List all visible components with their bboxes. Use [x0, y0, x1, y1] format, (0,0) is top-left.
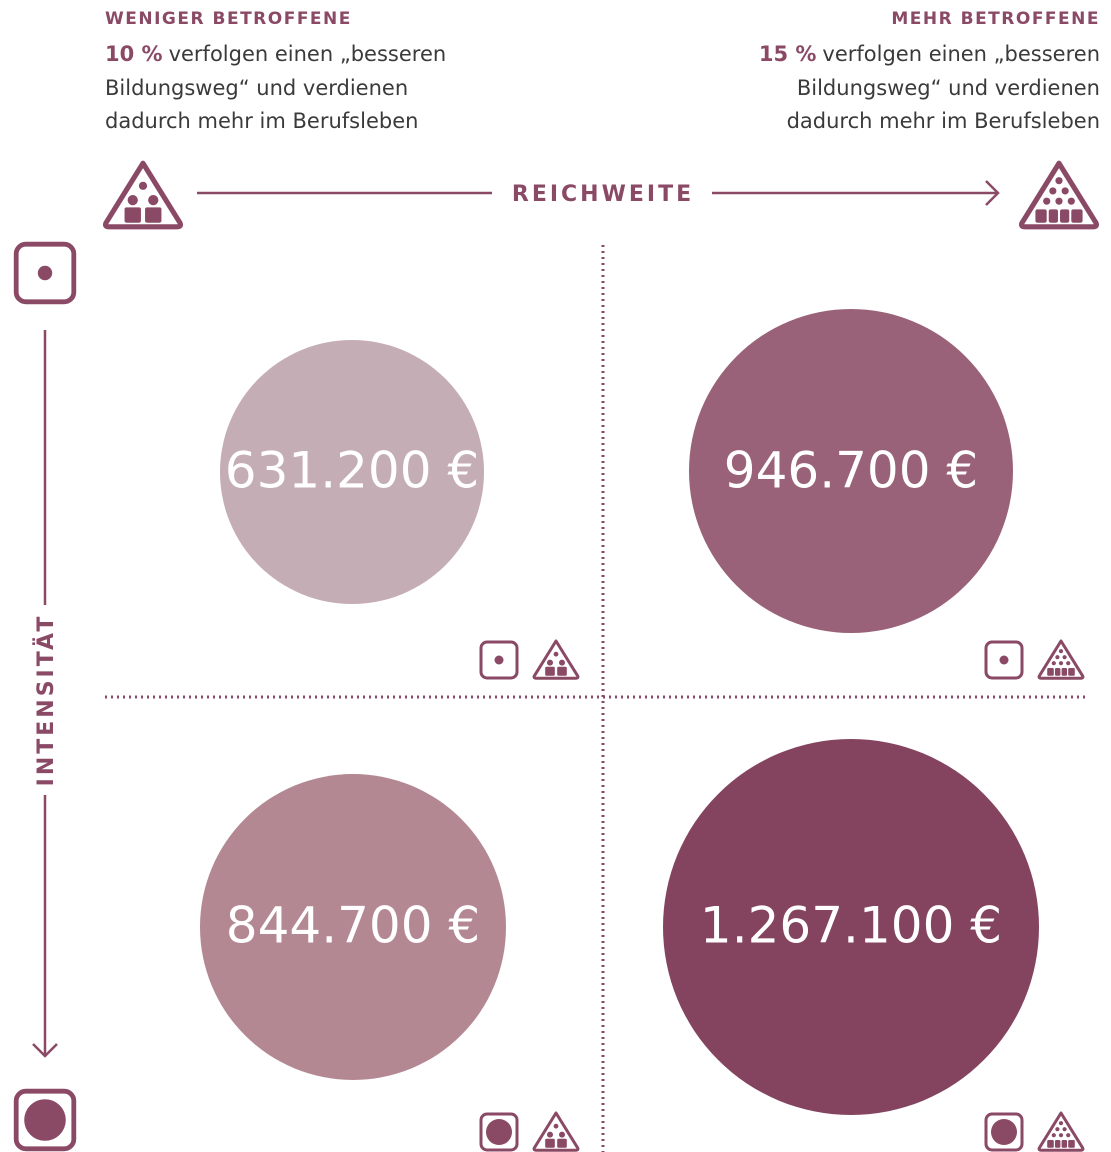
header-title: MEHR BETROFFENE: [891, 9, 1100, 29]
share: 15 %: [759, 42, 817, 66]
cell-value: 631.200 €: [225, 442, 479, 500]
arrow-head: [985, 180, 1000, 206]
header-line: Bildungsweg“ und verdienen: [797, 76, 1100, 100]
icon-many: [1037, 639, 1085, 680]
y-axis-label: INTENSITÄT: [33, 614, 59, 787]
bubble: [689, 309, 1013, 633]
header-line: 15 % verfolgen einen „besseren: [759, 42, 1100, 66]
icon-many: [1022, 163, 1097, 227]
icon-high: [984, 1112, 1024, 1152]
cell-value: 946.700 €: [724, 442, 978, 500]
icon-many: [1037, 1111, 1085, 1152]
cell: 1.267.100 €: [663, 739, 1085, 1152]
icon-low: [984, 640, 1024, 680]
share: 10 %: [105, 42, 163, 66]
x-axis: REICHWEITE: [106, 163, 1097, 227]
header-right: MEHR BETROFFENE 15 % verfolgen einen „bes…: [759, 9, 1100, 133]
header-line: 10 % verfolgen einen „besseren: [105, 42, 446, 66]
header-line: Bildungsweg“ und verdienen: [105, 76, 408, 100]
icon-high: [479, 1112, 519, 1152]
bubble: [200, 774, 506, 1080]
cell: 844.700 €: [200, 774, 580, 1152]
bubble: [663, 739, 1039, 1115]
header-line: dadurch mehr im Berufsleben: [787, 109, 1100, 133]
header-title: WENIGER BETROFFENE: [105, 9, 352, 29]
cell: 946.700 €: [689, 309, 1085, 680]
cell: 631.200 €: [220, 340, 580, 680]
arrow-head: [32, 1043, 58, 1058]
x-axis-label: REICHWEITE: [512, 182, 694, 207]
icon-low: [479, 640, 519, 680]
bubble: [220, 340, 484, 604]
icon-few: [106, 163, 181, 227]
icon-few: [532, 1111, 580, 1152]
line-text: verfolgen einen „besseren: [169, 42, 447, 66]
header-left: WENIGER BETROFFENE 10 % verfolgen einen „…: [105, 9, 446, 133]
icon-high: [16, 1091, 74, 1149]
line-text: verfolgen einen „besseren: [822, 42, 1100, 66]
icon-few: [532, 639, 580, 680]
cell-value: 844.700 €: [226, 897, 480, 955]
header-line: dadurch mehr im Berufsleben: [105, 109, 418, 133]
icon-low: [16, 244, 74, 302]
cell-value: 1.267.100 €: [700, 897, 1002, 955]
y-axis: INTENSITÄT: [16, 244, 74, 1149]
